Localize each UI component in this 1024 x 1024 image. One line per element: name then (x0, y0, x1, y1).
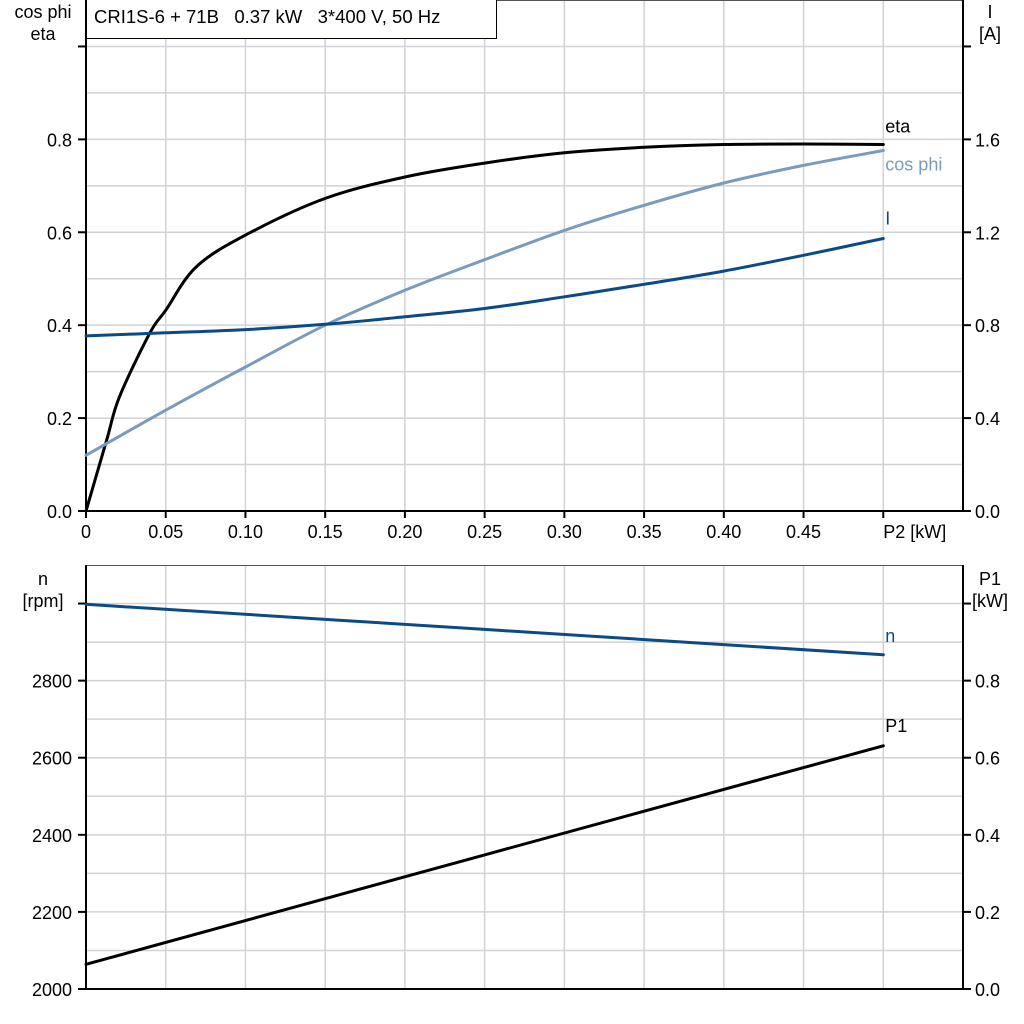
series-label-P1: P1 (885, 716, 907, 736)
right-axis-tick-label: 1.2 (975, 223, 1000, 243)
series-line-I (84, 237, 885, 338)
series-label-n: n (885, 626, 895, 646)
x-axis-tick-label: 0.30 (547, 522, 582, 542)
chart-title: CRI1S-6 + 71B 0.37 kW 3*400 V, 50 Hz (86, 0, 497, 39)
right-axis-label: [A] (979, 24, 1001, 44)
left-axis-label: eta (30, 24, 56, 44)
series-label-I: I (885, 209, 890, 229)
left-axis-label: [rpm] (22, 591, 63, 611)
right-axis-tick-label: 1.6 (975, 130, 1000, 150)
left-axis-tick-label: 0.4 (47, 316, 72, 336)
x-axis-tick-label: 0.40 (706, 522, 741, 542)
left-axis-tick-label: 2000 (32, 980, 72, 1000)
right-axis-label: P1 (979, 569, 1001, 589)
left-axis-tick-label: 2400 (32, 826, 72, 846)
series-line-n (84, 602, 885, 657)
right-axis-tick-label: 0.4 (975, 826, 1000, 846)
x-axis-tick-label: 0.10 (228, 522, 263, 542)
right-axis-tick-label: 0.4 (975, 409, 1000, 429)
left-axis-tick-label: 0.2 (47, 409, 72, 429)
left-axis-tick-label: 0.8 (47, 130, 72, 150)
series-label-eta: eta (885, 117, 911, 137)
right-axis-tick-label: 0.0 (975, 502, 1000, 522)
right-axis-tick-label: 0.0 (975, 980, 1000, 1000)
left-axis-label: cos phi (14, 2, 71, 22)
x-axis-tick-label: 0 (81, 522, 91, 542)
left-axis-tick-label: 2600 (32, 749, 72, 769)
x-axis-tick-label: 0.35 (627, 522, 662, 542)
series-line-P1 (84, 744, 885, 966)
right-axis-tick-label: 0.8 (975, 316, 1000, 336)
left-axis-tick-label: 2200 (32, 903, 72, 923)
right-axis-tick-label: 0.2 (975, 903, 1000, 923)
x-axis-tick-label: 0.45 (786, 522, 821, 542)
left-axis-label: n (38, 569, 48, 589)
x-axis-tick-label: 0.20 (387, 522, 422, 542)
x-axis-tick-label: 0.15 (308, 522, 343, 542)
right-axis-label: I (987, 2, 992, 22)
right-axis-tick-label: 0.6 (975, 749, 1000, 769)
right-axis-tick-label: 0.8 (975, 672, 1000, 692)
panel-speed-power: 200022002400260028000.00.20.40.60.8n[rpm… (22, 565, 1008, 1000)
x-axis-tick-label: 0.25 (467, 522, 502, 542)
left-axis-tick-label: 2800 (32, 672, 72, 692)
left-axis-tick-label: 0.0 (47, 502, 72, 522)
series-line-cos-phi (84, 149, 885, 457)
series-line-eta (84, 142, 885, 513)
left-axis-tick-label: 0.6 (47, 223, 72, 243)
x-axis-label: P2 [kW] (883, 522, 946, 542)
series-label-cos-phi: cos phi (885, 155, 942, 175)
panel-efficiency-current: 0.0 0.2 0.4 0.6 0.8 0.0 0.4 0.8 1.2 1.6 0 0.05 0.10 0… (14, 0, 1001, 542)
x-axis-tick-label: 0.05 (148, 522, 183, 542)
right-axis-label: [kW] (972, 591, 1008, 611)
